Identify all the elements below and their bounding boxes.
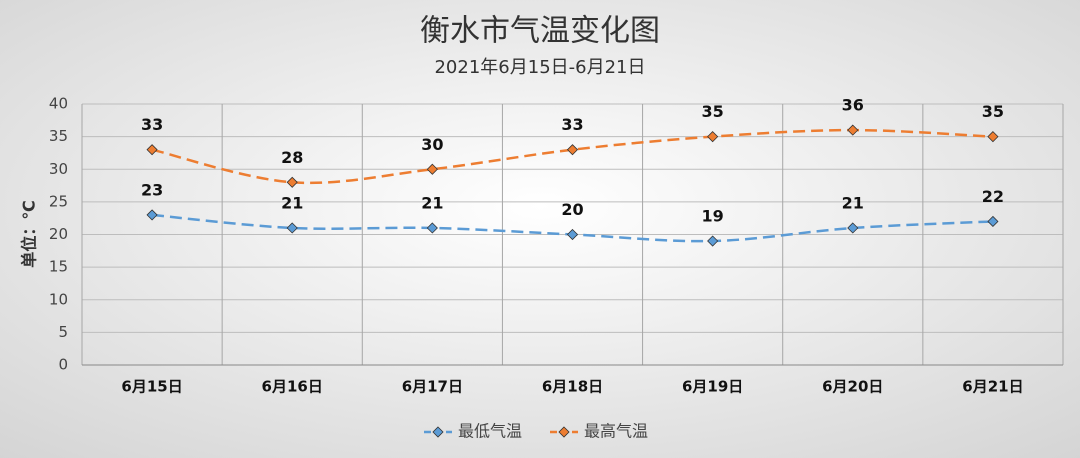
data-label: 33 (141, 115, 163, 134)
y-tick-label: 25 (49, 192, 68, 210)
data-label: 28 (281, 148, 303, 167)
y-tick-label: 20 (49, 225, 68, 243)
point-marker (707, 235, 719, 247)
point-marker (987, 131, 999, 143)
data-label: 23 (141, 180, 163, 199)
point-marker (426, 163, 438, 175)
point-marker (566, 228, 579, 241)
point-marker (286, 222, 298, 234)
data-label: 33 (561, 115, 583, 134)
point-marker (146, 209, 158, 221)
point-marker (847, 222, 859, 234)
y-tick-label: 40 (49, 95, 68, 113)
point-marker (146, 144, 158, 156)
y-tick-label: 30 (49, 160, 68, 178)
y-tick-label: 5 (58, 323, 68, 341)
point-marker (286, 176, 298, 188)
y-tick-label: 35 (49, 127, 68, 145)
data-label: 22 (982, 187, 1004, 206)
data-label: 30 (421, 135, 443, 154)
point-marker (566, 144, 579, 156)
x-tick-label: 6月20日 (822, 378, 883, 396)
point-marker (847, 124, 859, 136)
data-label: 36 (842, 96, 864, 115)
point-marker (426, 222, 438, 234)
point-marker (707, 131, 719, 143)
data-label: 35 (982, 102, 1004, 121)
x-tick-label: 6月18日 (542, 378, 603, 396)
x-tick-label: 6月15日 (121, 378, 182, 396)
data-label: 21 (281, 193, 303, 212)
data-label: 20 (561, 200, 583, 219)
x-tick-label: 6月16日 (262, 378, 323, 396)
data-label: 21 (421, 193, 443, 212)
y-tick-label: 0 (58, 356, 68, 374)
legend-marker (558, 426, 570, 438)
x-tick-label: 6月19日 (682, 378, 743, 396)
data-label: 35 (702, 102, 724, 121)
data-label: 19 (702, 207, 724, 226)
x-tick-label: 6月21日 (962, 378, 1023, 396)
chart-title: 衡水市气温变化图 (420, 14, 660, 49)
chart-subtitle: 2021年6月15日-6月21日 (434, 57, 645, 78)
legend-label: 最高气温 (584, 422, 648, 441)
y-tick-label: 15 (49, 258, 68, 276)
legend-marker (432, 426, 444, 438)
y-axis-label: 单位：℃ (20, 200, 39, 267)
point-marker (987, 215, 999, 228)
y-tick-label: 10 (49, 290, 68, 308)
legend-label: 最低气温 (458, 422, 522, 441)
data-label: 21 (842, 193, 864, 212)
x-tick-label: 6月17日 (402, 378, 463, 396)
